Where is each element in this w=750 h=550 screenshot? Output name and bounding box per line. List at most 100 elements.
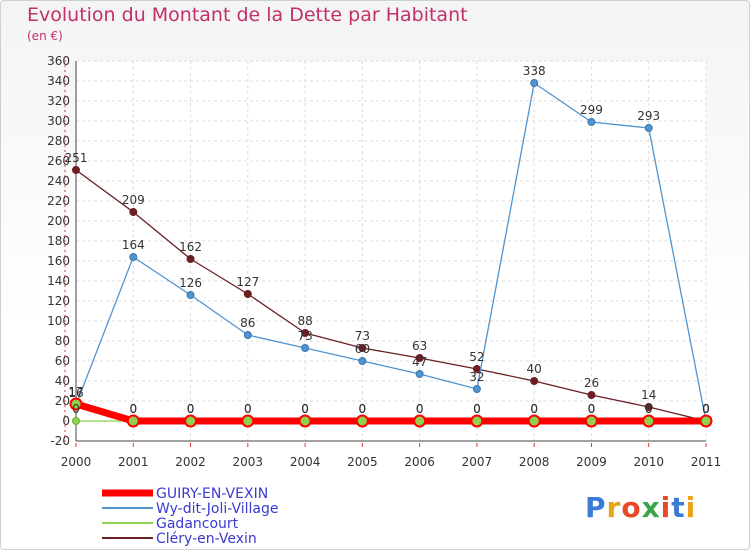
point-guiry-en-vexin <box>527 414 541 428</box>
point-clery-en-vexin <box>129 208 138 216</box>
point-wy-dit-joli-village <box>472 385 481 393</box>
y-tick-label: 120 <box>47 294 70 308</box>
data-label-clery-en-vexin: 127 <box>236 275 259 289</box>
x-tick-label: 2008 <box>519 455 550 469</box>
point-guiry-en-vexin <box>699 414 713 428</box>
data-label-gadancourt: 0 <box>72 402 80 416</box>
data-label-guiry-en-vexin: 0 <box>187 402 195 416</box>
data-label-wy-dit-joli-village: 338 <box>523 64 546 78</box>
x-tick-label: 2006 <box>404 455 435 469</box>
y-tick-label: 140 <box>47 274 70 288</box>
data-label-gadancourt: 0 <box>645 402 653 416</box>
series-line-clery-en-vexin <box>75 169 707 422</box>
point-guiry-en-vexin <box>184 414 198 428</box>
data-label-guiry-en-vexin: 0 <box>416 402 424 416</box>
point-clery-en-vexin <box>358 344 367 352</box>
data-label-wy-dit-joli-village: 299 <box>580 103 603 117</box>
data-label-guiry-en-vexin: 0 <box>359 402 367 416</box>
point-clery-en-vexin <box>72 166 80 174</box>
proxiti-logo: Proxiti <box>585 491 696 524</box>
legend-label: Wy-dit-Joli-Village <box>156 501 279 517</box>
y-tick-label: 100 <box>47 314 70 328</box>
point-clery-en-vexin <box>415 354 424 362</box>
data-label-guiry-en-vexin: 0 <box>588 402 596 416</box>
data-label-wy-dit-joli-village: 73 <box>297 329 312 343</box>
point-wy-dit-joli-village <box>186 291 195 299</box>
data-label-wy-dit-joli-village: 60 <box>355 342 370 356</box>
point-guiry-en-vexin <box>642 414 656 428</box>
data-label-gadancourt: 0 <box>129 402 137 416</box>
y-tick-label: 20 <box>55 394 70 408</box>
x-tick-label: 2000 <box>61 455 92 469</box>
point-wy-dit-joli-village <box>587 118 596 126</box>
grid <box>75 60 707 442</box>
point-clery-en-vexin <box>301 329 310 337</box>
point-gadancourt <box>72 417 80 425</box>
legend: GUIRY-EN-VEXINWy-dit-Joli-VillageGadanco… <box>102 486 279 547</box>
data-label-wy-dit-joli-village: 86 <box>240 316 255 330</box>
data-label-guiry-en-vexin: 0 <box>702 402 710 416</box>
plot-area <box>76 61 706 441</box>
data-label-guiry-en-vexin: 0 <box>473 402 481 416</box>
data-label-wy-dit-joli-village: 164 <box>122 238 145 252</box>
y-tick-label: 280 <box>47 134 70 148</box>
point-guiry-en-vexin <box>69 397 83 411</box>
data-label-gadancourt: 0 <box>187 402 195 416</box>
point-guiry-en-vexin <box>355 414 369 428</box>
point-guiry-en-vexin <box>470 414 484 428</box>
data-label-wy-dit-joli-village: 32 <box>469 370 484 384</box>
data-label-wy-dit-joli-village: 126 <box>179 276 202 290</box>
series-layer <box>69 79 713 428</box>
y-tick-label: 40 <box>55 374 70 388</box>
data-label-gadancourt: 0 <box>416 402 424 416</box>
data-label-clery-en-vexin: 40 <box>527 362 542 376</box>
data-label-gadancourt: 0 <box>702 402 710 416</box>
data-label-gadancourt: 0 <box>359 402 367 416</box>
data-label-wy-dit-joli-village: 47 <box>412 355 427 369</box>
point-wy-dit-joli-village <box>301 344 310 352</box>
data-label-guiry-en-vexin: 0 <box>129 402 137 416</box>
y-tick-label: 340 <box>47 74 70 88</box>
point-wy-dit-joli-village <box>129 253 138 261</box>
series-line-guiry-en-vexin <box>75 400 706 425</box>
point-clery-en-vexin <box>587 391 596 399</box>
logo-letter: r <box>606 491 622 524</box>
data-label-clery-en-vexin: 162 <box>179 240 202 254</box>
logo-letter: i <box>660 491 672 524</box>
point-wy-dit-joli-village <box>415 370 424 378</box>
y-tick-label: 300 <box>47 114 70 128</box>
logo-letter: x <box>641 491 661 524</box>
point-guiry-en-vexin <box>298 414 312 428</box>
point-wy-dit-joli-village <box>358 357 367 365</box>
data-label-guiry-en-vexin: 0 <box>301 402 309 416</box>
data-label-gadancourt: 0 <box>530 402 538 416</box>
data-label-guiry-en-vexin: 0 <box>645 402 653 416</box>
data-label-clery-en-vexin: 88 <box>297 314 312 328</box>
legend-label: Gadancourt <box>156 516 239 532</box>
logo-letter: P <box>585 491 607 524</box>
y-tick-label: 240 <box>47 174 70 188</box>
data-label-guiry-en-vexin: 17 <box>68 385 83 399</box>
data-label-clery-en-vexin: 251 <box>65 151 88 165</box>
y-tick-label: 200 <box>47 214 70 228</box>
data-label-gadancourt: 0 <box>301 402 309 416</box>
x-tick-label: 2004 <box>290 455 321 469</box>
point-wy-dit-joli-village <box>243 331 252 339</box>
point-clery-en-vexin <box>243 290 252 298</box>
point-guiry-en-vexin <box>413 414 427 428</box>
data-label-clery-en-vexin: 14 <box>641 388 656 402</box>
x-tick-label: 2011 <box>691 455 722 469</box>
data-label-guiry-en-vexin: 0 <box>530 402 538 416</box>
y-tick-label: 220 <box>47 194 70 208</box>
point-wy-dit-joli-village <box>530 79 539 87</box>
axes: -200204060801001201401601802002202402602… <box>47 54 721 469</box>
data-label-wy-dit-joli-village: 0 <box>702 402 710 416</box>
unit-label: (en €) <box>27 29 63 43</box>
point-wy-dit-joli-village <box>644 124 653 132</box>
data-label-clery-en-vexin: 0 <box>702 402 710 416</box>
legend-label: GUIRY-EN-VEXIN <box>156 486 268 502</box>
x-tick-label: 2010 <box>633 455 664 469</box>
y-tick-label: 320 <box>47 94 70 108</box>
